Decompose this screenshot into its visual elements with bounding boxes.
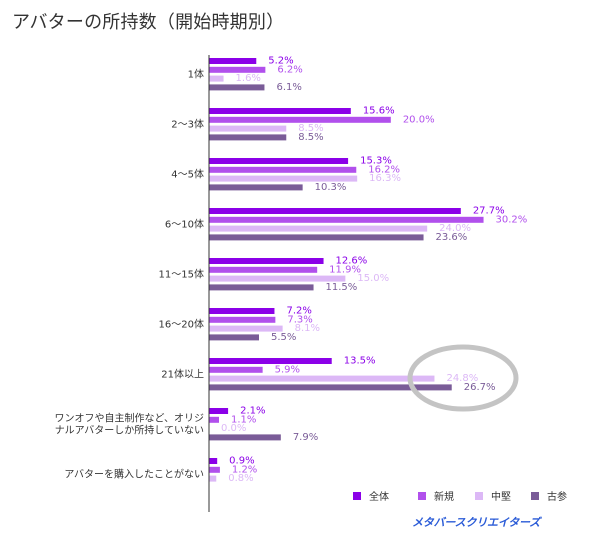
category-label: 16〜20体 xyxy=(159,319,204,331)
data-label: 7.9% xyxy=(293,432,318,443)
bar xyxy=(209,75,224,82)
bar xyxy=(209,325,283,332)
bar xyxy=(209,108,351,114)
legend-label: 中堅 xyxy=(491,490,511,503)
bar xyxy=(209,66,266,73)
category-label: ナルアバターしか所持していない xyxy=(55,424,204,437)
brand-logo: メタバースクリエイターズ xyxy=(412,516,541,529)
category-label: アバターを購入したことがない xyxy=(64,468,204,481)
legend-swatch xyxy=(531,492,539,500)
bar xyxy=(209,275,346,282)
bar xyxy=(209,166,357,173)
category-label: 2〜3体 xyxy=(171,119,204,131)
bar xyxy=(209,134,287,141)
bar xyxy=(209,408,229,414)
category-label: 1体 xyxy=(188,69,204,81)
data-label: 0.0% xyxy=(221,423,246,434)
data-label: 16.3% xyxy=(369,173,401,184)
data-label: 10.3% xyxy=(315,182,347,193)
bar xyxy=(209,366,263,373)
data-label: 15.6% xyxy=(363,106,395,117)
bar xyxy=(209,208,461,214)
legend-label: 新規 xyxy=(434,490,454,503)
bar xyxy=(209,316,276,323)
data-label: 7.3% xyxy=(287,314,312,325)
data-label: 13.5% xyxy=(344,356,376,367)
data-label: 5.5% xyxy=(271,332,296,343)
data-label: 7.2% xyxy=(286,306,311,317)
bar xyxy=(209,234,424,241)
highlight-ellipse xyxy=(407,344,519,412)
category-label: 21体以上 xyxy=(161,369,204,381)
category-label: 11〜15体 xyxy=(159,269,204,281)
data-label: 5.9% xyxy=(275,364,300,375)
bar xyxy=(209,158,349,164)
data-label: 24.0% xyxy=(439,223,471,234)
data-label: 5.2% xyxy=(268,56,293,67)
data-label: 1.6% xyxy=(236,73,261,84)
data-label: 8.5% xyxy=(298,123,323,134)
bar xyxy=(209,334,259,341)
bar xyxy=(209,125,287,132)
bar xyxy=(209,458,218,464)
category-label: 4〜5体 xyxy=(171,169,204,181)
data-label: 12.6% xyxy=(336,256,368,267)
bar xyxy=(209,384,452,391)
bar xyxy=(209,466,220,473)
data-label: 11.9% xyxy=(329,264,361,275)
data-label: 24.8% xyxy=(446,373,478,384)
legend-label: 全体 xyxy=(369,490,389,503)
data-label: 6.1% xyxy=(276,82,301,93)
bar xyxy=(209,266,318,273)
chart-title: アバターの所持数（開始時期別） xyxy=(12,12,285,33)
data-label: 15.3% xyxy=(360,156,392,167)
bar xyxy=(209,475,217,482)
bar xyxy=(209,416,219,423)
data-label: 11.5% xyxy=(326,282,358,293)
bar xyxy=(209,375,435,382)
category-label: ワンオフや自主制作など、オリジ xyxy=(55,412,205,425)
data-label: 0.8% xyxy=(228,473,253,484)
data-label: 27.7% xyxy=(473,206,505,217)
data-label: 26.7% xyxy=(464,382,496,393)
legend-swatch xyxy=(353,492,361,500)
data-label: 8.5% xyxy=(298,132,323,143)
bar xyxy=(209,84,265,91)
legend-swatch xyxy=(475,492,483,500)
bar xyxy=(209,184,303,191)
data-label: 23.6% xyxy=(436,232,468,243)
category-label: 6〜10体 xyxy=(165,219,204,231)
data-label: 2.1% xyxy=(240,406,265,417)
data-label: 16.2% xyxy=(368,164,400,175)
data-label: 15.0% xyxy=(357,273,389,284)
bar xyxy=(209,284,314,291)
legend-label: 古参 xyxy=(547,490,567,503)
bar xyxy=(209,58,257,64)
data-label: 6.2% xyxy=(277,64,302,75)
bar xyxy=(209,308,275,314)
bar xyxy=(209,175,358,182)
bar xyxy=(209,225,428,232)
bar xyxy=(209,434,281,441)
data-label: 30.2% xyxy=(496,214,528,225)
bar xyxy=(209,116,391,123)
data-label: 1.1% xyxy=(231,414,256,425)
data-label: 20.0% xyxy=(403,114,435,125)
data-label: 1.2% xyxy=(232,464,257,475)
bar xyxy=(209,358,332,364)
bar xyxy=(209,258,324,264)
legend-swatch xyxy=(418,492,426,500)
data-label: 0.9% xyxy=(229,456,254,467)
bar xyxy=(209,216,484,223)
data-label: 8.1% xyxy=(295,323,320,334)
